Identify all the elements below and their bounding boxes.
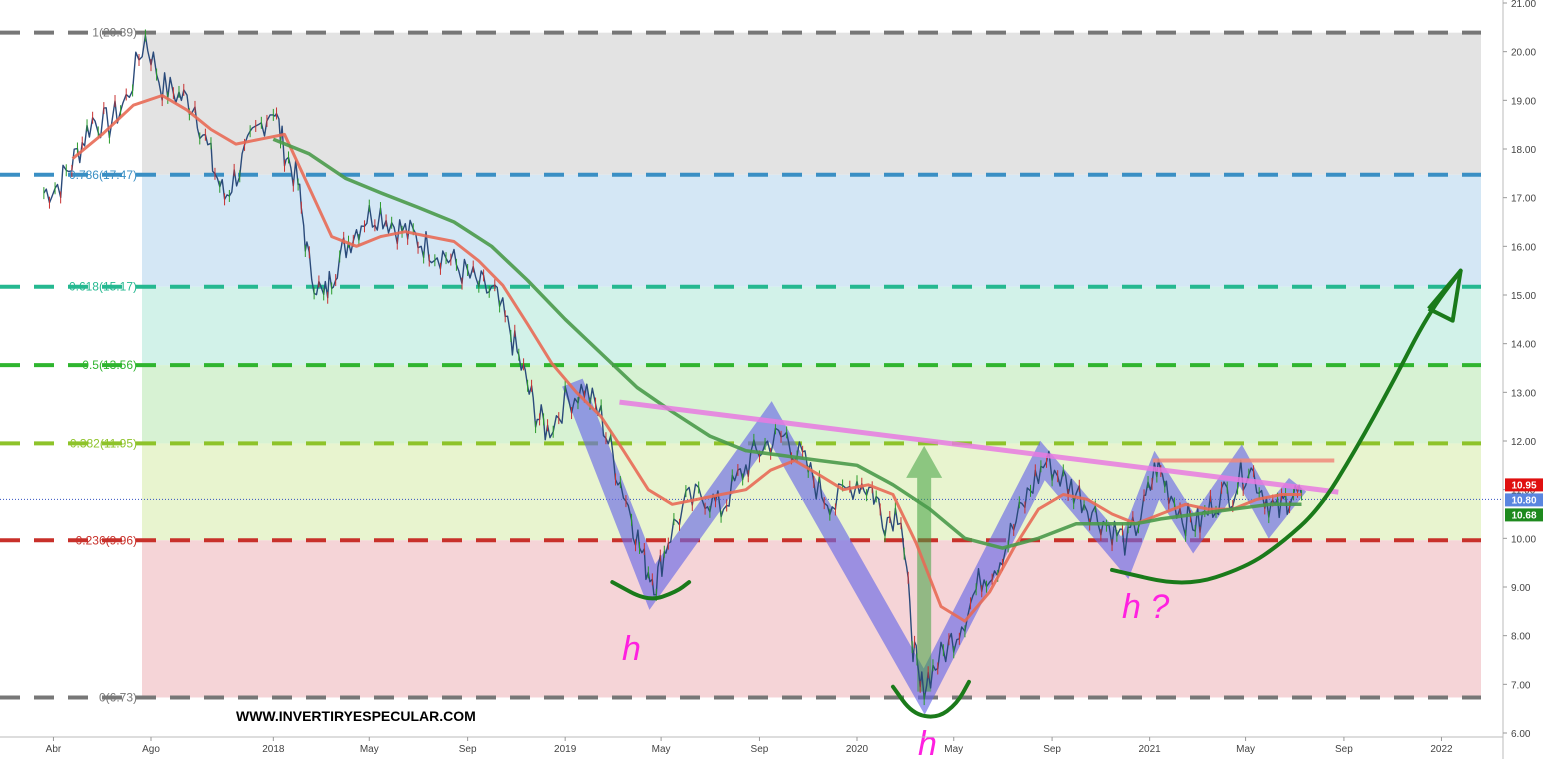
- x-tick-label: 2019: [554, 744, 577, 755]
- fib-levels: [0, 30, 1481, 700]
- x-tick-label: Sep: [1043, 744, 1061, 755]
- x-tick-label: May: [944, 744, 963, 755]
- y-tick-label: 13.00: [1511, 388, 1536, 399]
- price-badges: 10.95 10.80 10.68: [1505, 478, 1543, 522]
- y-tick-label: 16.00: [1511, 242, 1536, 253]
- y-tick-label: 20.00: [1511, 48, 1536, 59]
- x-tick-label: 2021: [1139, 744, 1162, 755]
- fib-label-5: 0.236(9.96): [76, 533, 137, 547]
- price-badge-1: [1505, 493, 1543, 507]
- watermark-text: WWW.INVERTIRYESPECULAR.COM: [236, 708, 476, 724]
- x-tick-label: Sep: [459, 744, 477, 755]
- moving-average-long-series: [272, 137, 1302, 550]
- price-badge-2: [1505, 508, 1543, 522]
- fib-zone-2: [142, 286, 1481, 366]
- fib-zone-0: [142, 32, 1481, 175]
- x-tick-label: Ago: [142, 744, 160, 755]
- fib-label-0: 1(20.39): [92, 26, 137, 40]
- fib-label-2: 0.618(15.17): [69, 280, 137, 294]
- y-tick-label: 21.00: [1511, 0, 1536, 10]
- up-arrow: [906, 445, 943, 692]
- label-mid: h: [918, 725, 937, 759]
- x-tick-label: 2022: [1430, 744, 1453, 755]
- fib-zone-3: [142, 365, 1481, 444]
- y-tick-label: 18.00: [1511, 145, 1536, 156]
- y-tick-label: 10.00: [1511, 534, 1536, 545]
- x-axis: Abr Ago 2018 May Sep 2019 May Sep 2020 May Sep 2021…: [0, 736, 1503, 755]
- neckline: [619, 399, 1339, 495]
- y-tick-label: 8.00: [1511, 632, 1531, 643]
- x-tick-label: May: [360, 744, 379, 755]
- fib-label-1: 0.786(17.47): [69, 168, 137, 182]
- projection-arrowhead: [1427, 268, 1463, 323]
- fib-labels: 1(20.39) 0.786(17.47) 0.618(15.17) 0.5(13.5…: [69, 26, 137, 705]
- annotation-layer: h h h ?: [610, 268, 1463, 763]
- y-tick-label: 19.00: [1511, 96, 1536, 107]
- y-tick-label: 12.00: [1511, 437, 1536, 448]
- y-tick-label: 15.00: [1511, 291, 1536, 302]
- x-tick-label: 2018: [262, 744, 285, 755]
- y-tick-label: 14.00: [1511, 340, 1536, 351]
- projection-arc: [1110, 268, 1463, 585]
- arc-middle: [890, 679, 971, 719]
- y-tick-label: 9.00: [1511, 583, 1531, 594]
- fib-label-4: 0.382(11.95): [70, 436, 137, 450]
- fib-label-6: 0(6.73): [99, 690, 137, 704]
- x-tick-label: May: [1236, 744, 1255, 755]
- label-right: h ?: [1122, 588, 1169, 626]
- x-tick-label: Sep: [751, 744, 769, 755]
- x-tick-label: Abr: [46, 744, 62, 755]
- x-tick-label: May: [652, 744, 671, 755]
- fib-label-3: 0.5(13.56): [82, 358, 137, 372]
- fib-zone-1: [142, 174, 1481, 287]
- price-badge-0: [1505, 478, 1543, 492]
- price-badge-label: 10.80: [1511, 495, 1536, 506]
- fib-zone-5: [142, 540, 1481, 698]
- x-tick-label: Sep: [1335, 744, 1353, 755]
- price-badge-label: 10.68: [1511, 510, 1536, 521]
- arc-left: [610, 580, 692, 601]
- x-tick-label: 2020: [846, 744, 869, 755]
- y-axis: 6.007.008.009.0010.0011.0012.0013.0014.0…: [1502, 0, 1536, 759]
- moving-average-short-series: [71, 94, 1302, 623]
- price-badge-label: 10.95: [1511, 480, 1536, 491]
- y-tick-label: 6.00: [1511, 729, 1531, 740]
- y-tick-label: 7.00: [1511, 680, 1531, 691]
- y-tick-label: 17.00: [1511, 194, 1536, 205]
- label-left: h: [622, 630, 641, 668]
